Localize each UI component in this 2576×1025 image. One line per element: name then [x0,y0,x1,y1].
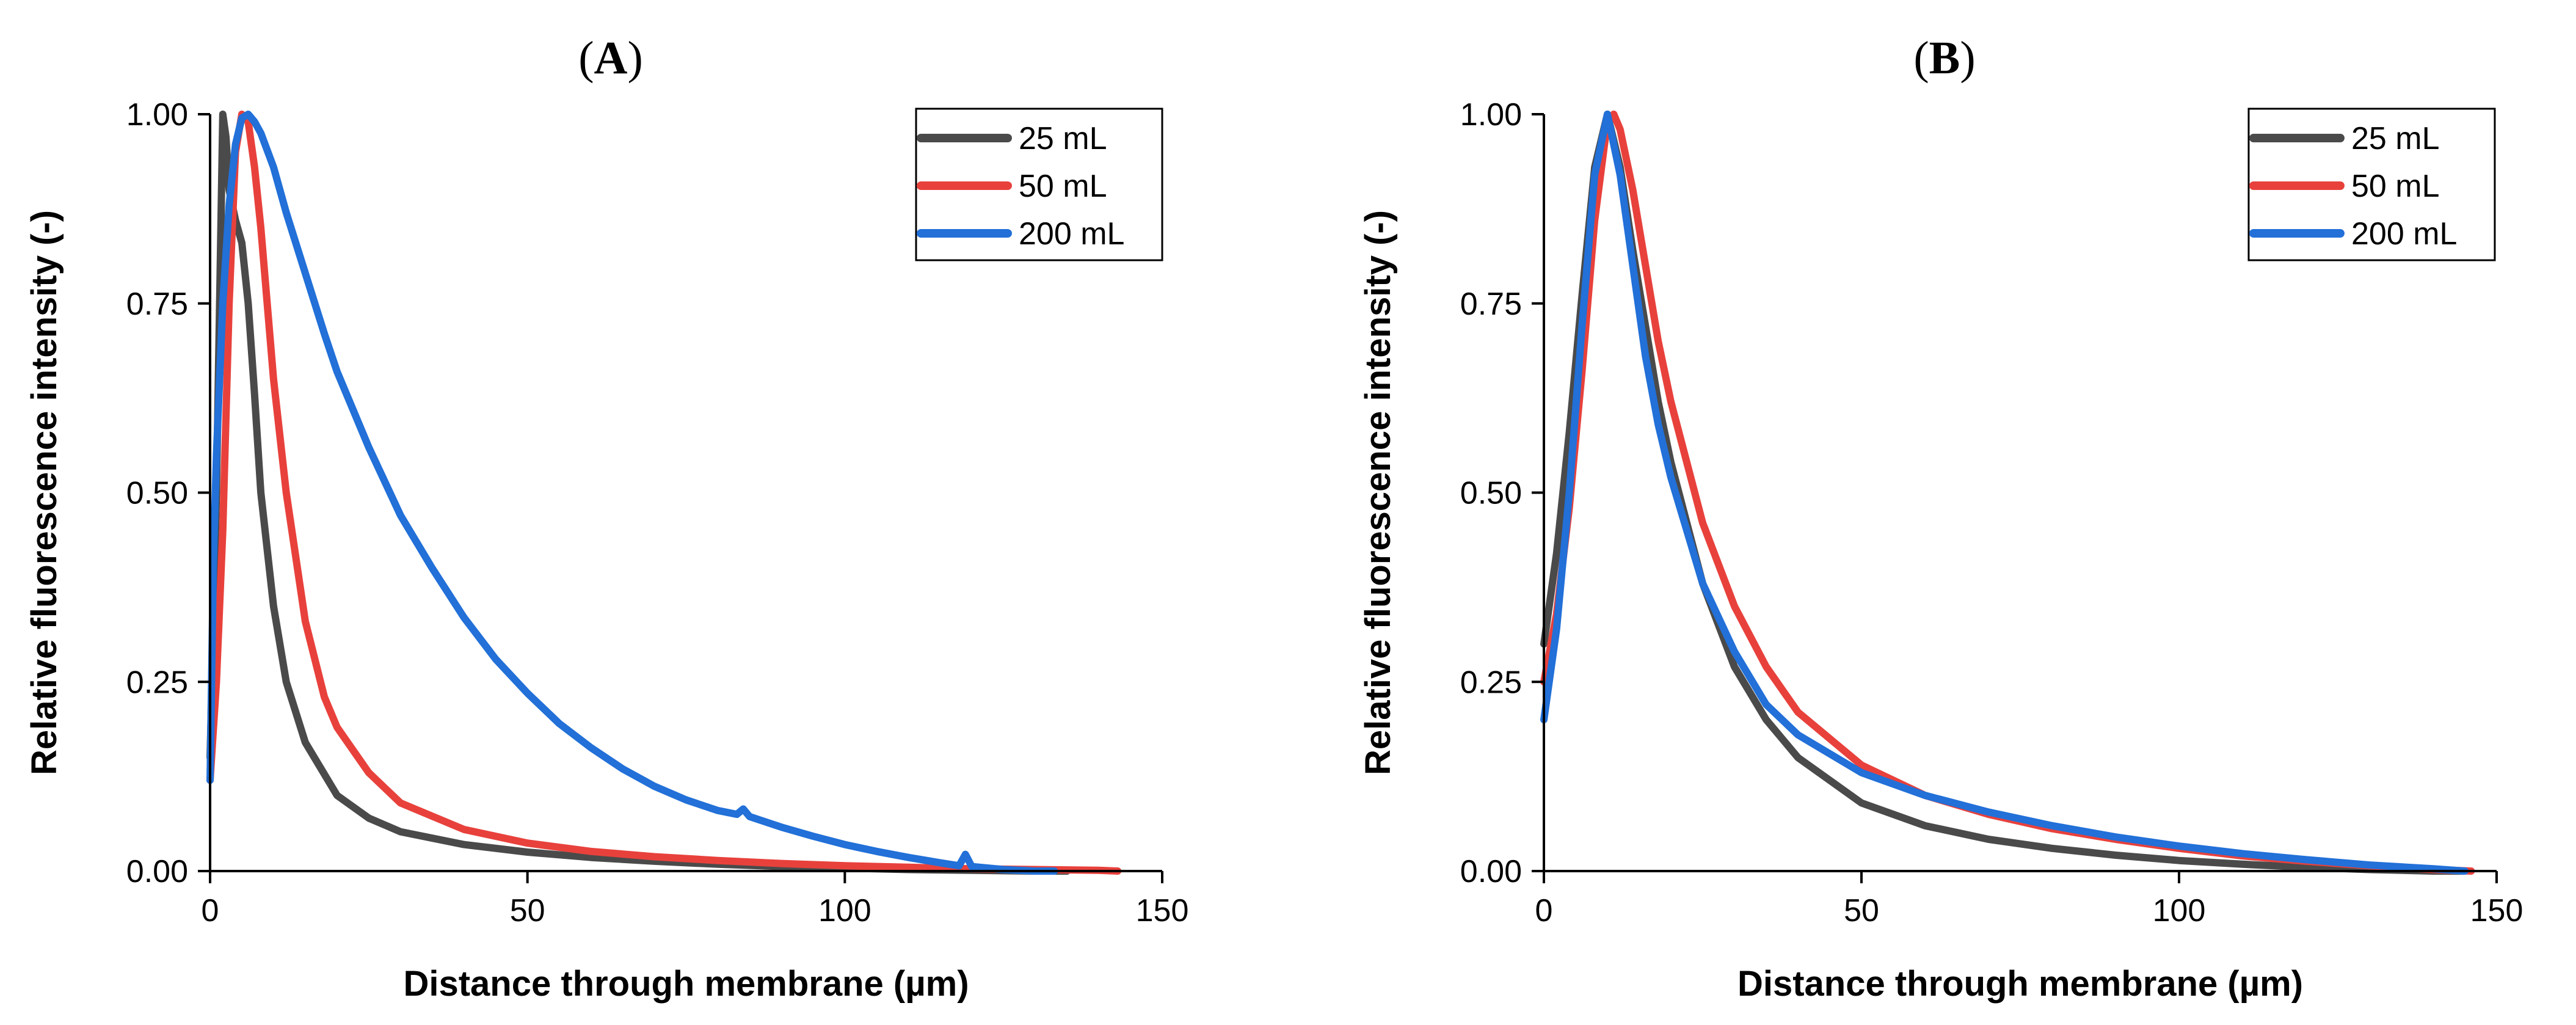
chart-panel-b: (B) 0 50 100 150 0.00 0.25 0.50 0.75 1.00 Distance… [1358,32,2523,1004]
y-tick-label: 0.25 [126,665,188,700]
legend-label: 200 mL [1019,216,1124,252]
legend: 25 mL 50 mL 200 mL [915,108,1163,261]
series-group [206,111,1122,875]
legend-label: 25 mL [1019,121,1107,156]
x-tick-label: 50 [1844,893,1879,928]
y-tick-label: 1.00 [126,97,188,133]
legend-label: 200 mL [2351,216,2457,252]
x-axis-title: Distance through membrane (µm) [403,964,969,1004]
panel-title: (A) [578,32,643,84]
x-tick-label: 0 [202,893,219,928]
x-tick-label: 100 [818,893,871,928]
x-axis-title: Distance through membrane (µm) [1737,964,2303,1004]
panel-letter: A [594,32,628,84]
x-tick-label: 100 [2153,893,2206,928]
x-tick-label: 150 [1136,893,1189,928]
series-line-200-ml [206,111,1058,875]
y-tick-label: 0.50 [126,476,188,511]
y-tick-label: 0.25 [1460,665,1522,700]
y-tick-label: 0.50 [1460,476,1522,511]
legend-label: 50 mL [1019,169,1107,204]
x-tick-label: 50 [510,893,545,928]
y-tick-label: 0.75 [126,286,188,322]
y-tick-label: 0.00 [126,854,188,889]
y-axis-title: Relative fluorescence intensity (-) [24,210,64,775]
chart-panel-a: (A) 0 50 100 150 0.00 0.25 0.50 0.75 1.00 Distance… [24,32,1188,1004]
x-tick-label: 0 [1535,893,1553,928]
series-line-200-ml [1540,111,2469,875]
panel-letter: B [1929,32,1960,84]
legend: 25 mL 50 mL 200 mL [2247,108,2496,261]
y-tick-label: 0.00 [1460,854,1522,889]
legend-label: 50 mL [2351,169,2440,204]
y-tick-label: 0.75 [1460,286,1522,322]
panel-title: (B) [1913,32,1975,84]
y-tick-label: 1.00 [1460,97,1522,133]
x-tick-label: 150 [2470,893,2523,928]
legend-label: 25 mL [2351,121,2440,156]
y-axis-title: Relative fluorescence intensity (-) [1358,210,1398,775]
series-group [1540,111,2475,875]
